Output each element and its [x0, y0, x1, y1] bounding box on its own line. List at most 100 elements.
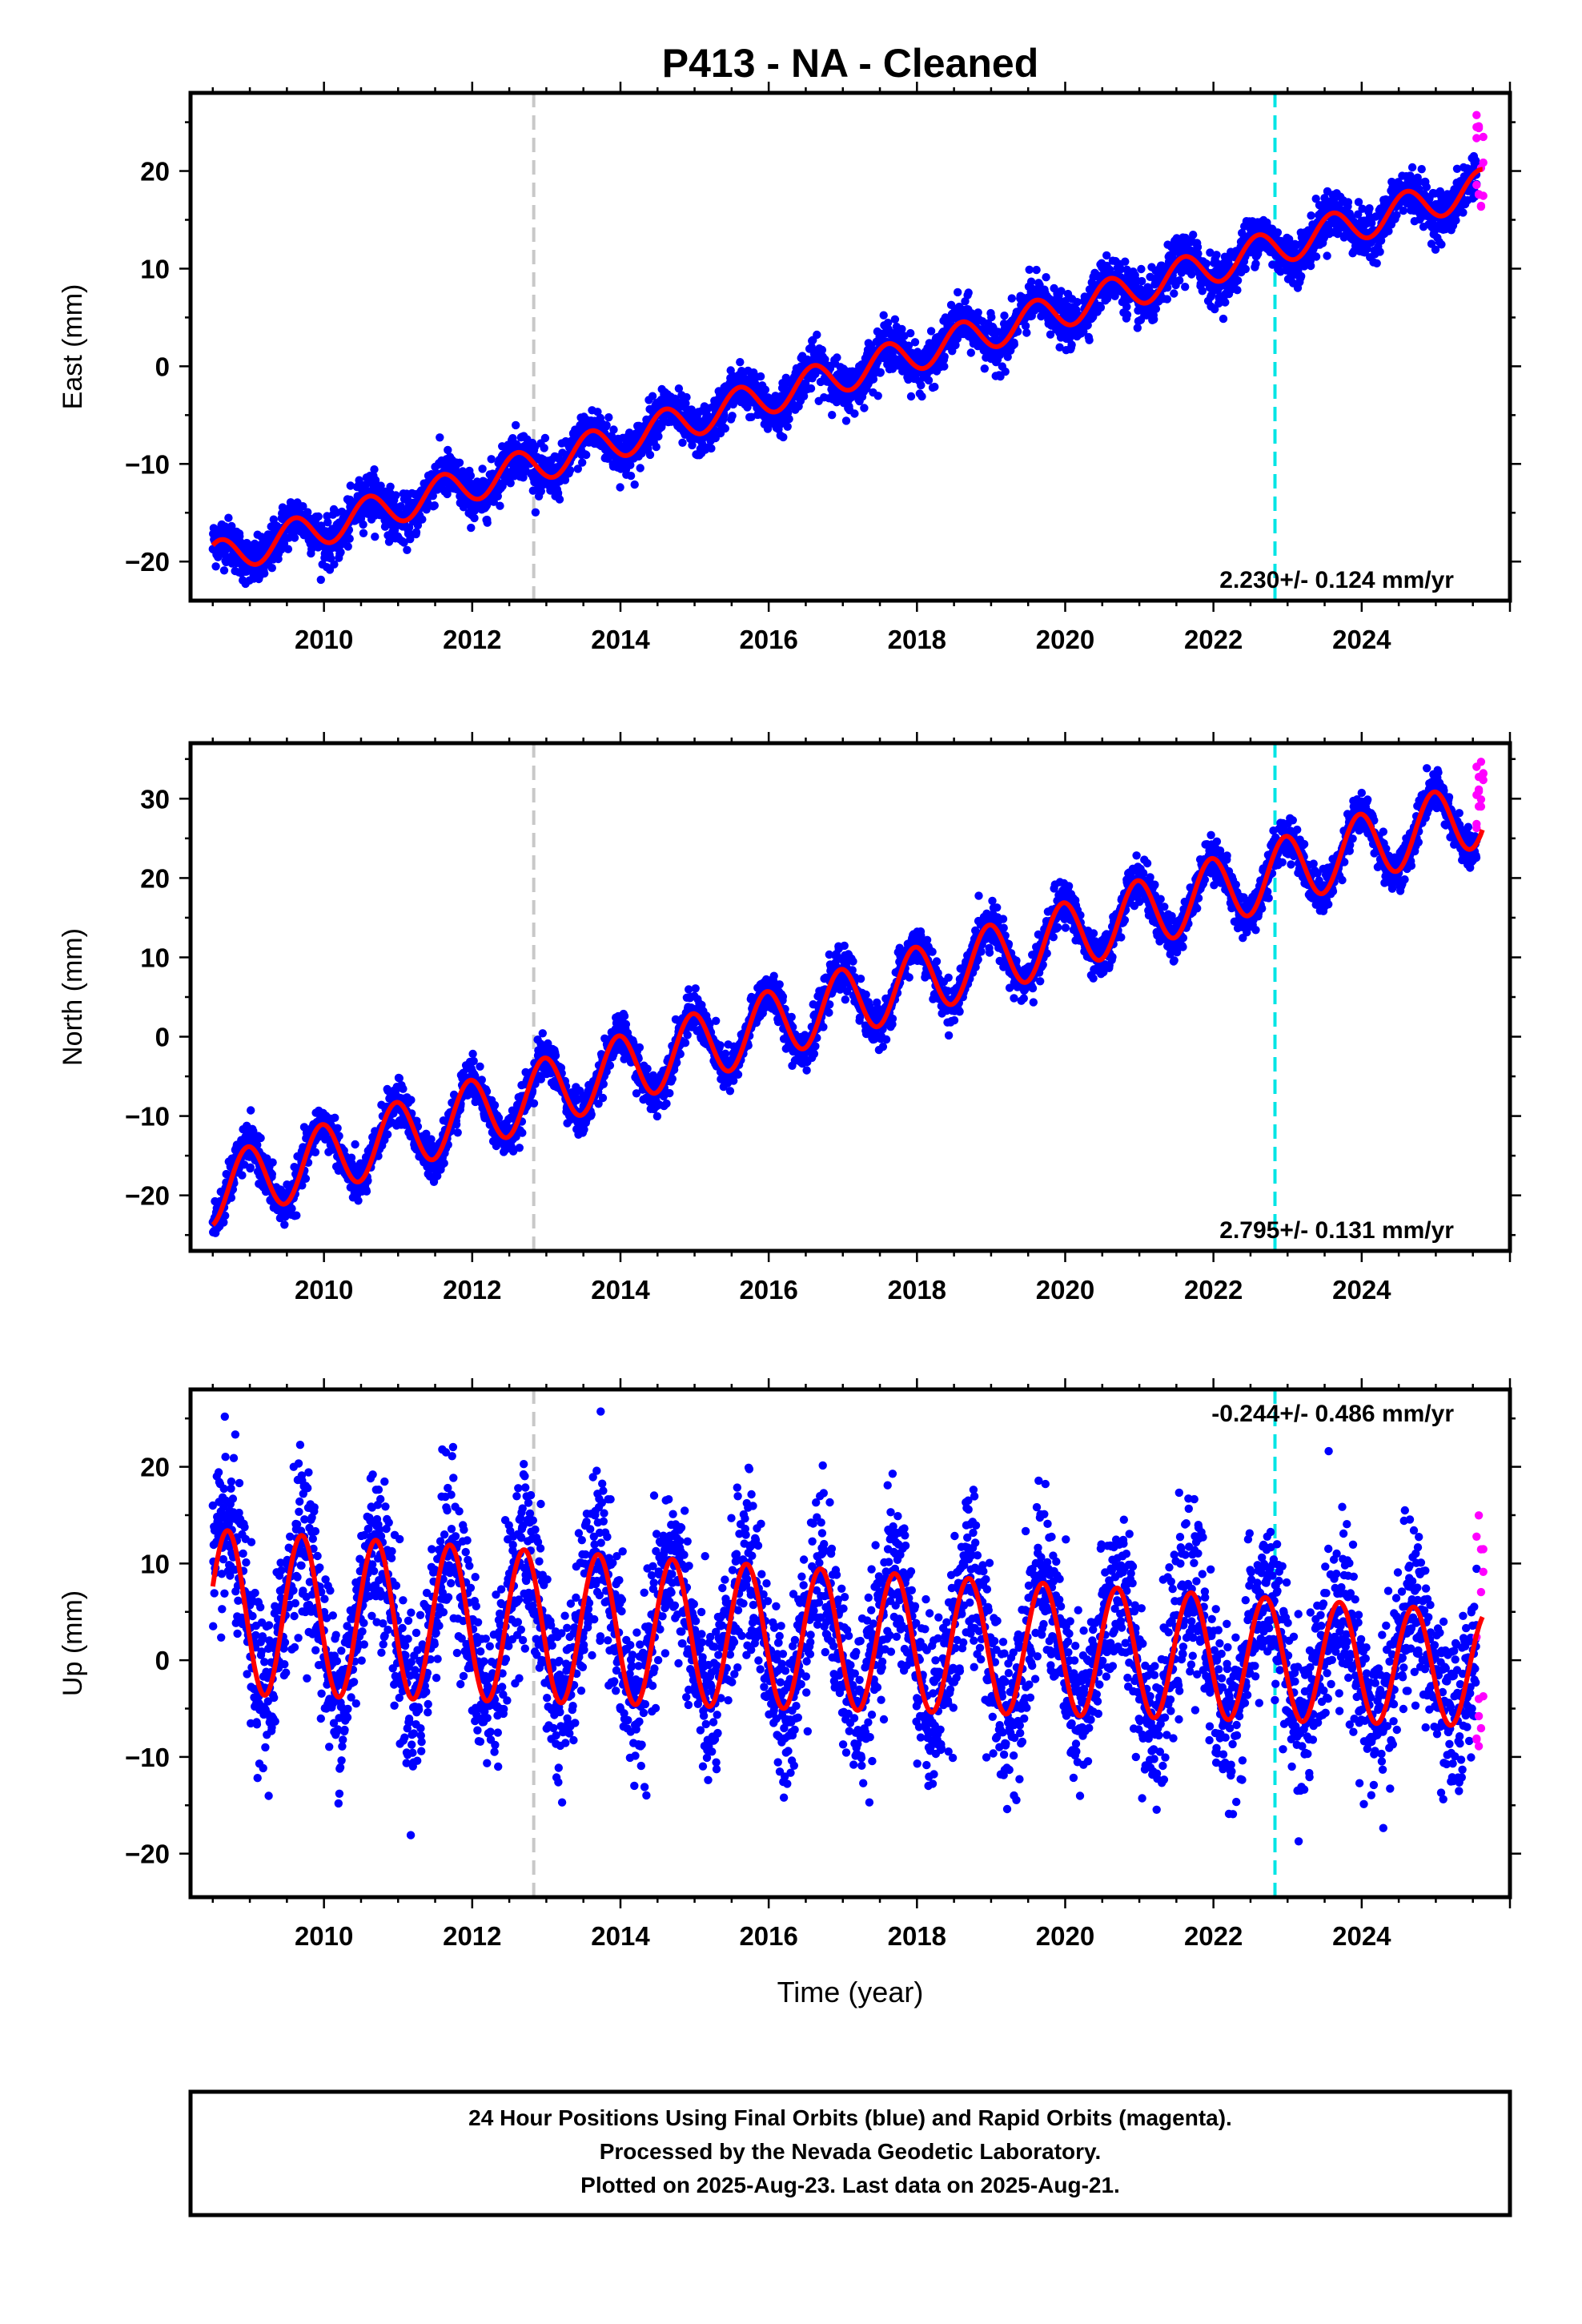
rapid-orbit-point [1472, 134, 1481, 143]
final-orbit-point [940, 352, 949, 361]
final-orbit-point [227, 1193, 236, 1202]
final-orbit-point [578, 458, 587, 467]
final-orbit-point [512, 420, 520, 430]
final-orbit-point [850, 409, 859, 418]
final-orbit-point [1175, 276, 1184, 285]
final-orbit-point [376, 481, 385, 490]
final-orbit-point [370, 465, 379, 474]
final-orbit-point [1407, 163, 1417, 172]
final-orbit-point [443, 489, 452, 499]
final-orbit-point [407, 1096, 416, 1104]
final-orbit-point [1241, 264, 1251, 274]
final-orbit-point [828, 411, 837, 420]
final-orbit-point [1417, 165, 1426, 174]
final-orbit-point [799, 392, 809, 400]
final-orbit-point [1194, 249, 1203, 258]
x-tick-label: 2018 [888, 625, 946, 654]
final-orbit-point [1046, 330, 1055, 339]
final-orbit-point [813, 330, 821, 340]
final-orbit-point [1311, 252, 1321, 261]
final-orbit-point [343, 542, 352, 551]
x-tick-label: 2010 [295, 625, 353, 654]
final-orbit-point [540, 444, 548, 452]
final-orbit-point [222, 1169, 231, 1179]
panels: 2010 2012 2014 2016 2018 2020 2022 2024−20−1001… [58, 82, 1521, 1951]
final-orbit-point [1299, 262, 1309, 271]
final-orbit-point [395, 1074, 404, 1083]
final-orbit-point [253, 1140, 262, 1149]
final-orbit-point [483, 518, 492, 527]
y-tick-label: −10 [125, 449, 170, 479]
final-orbit-point [374, 1152, 383, 1160]
final-orbit-point [1162, 295, 1172, 304]
final-orbit-point [211, 562, 220, 571]
final-orbit-point [331, 1113, 339, 1123]
final-orbit-point [1010, 340, 1019, 349]
final-orbit-point [247, 1106, 255, 1115]
final-orbit-point [1003, 352, 1012, 361]
y-tick-label: 0 [155, 352, 170, 381]
final-orbit-point [540, 433, 550, 443]
final-orbit-point [560, 476, 570, 485]
final-orbit-point [1399, 206, 1408, 215]
final-orbit-point [1233, 276, 1243, 285]
rapid-orbit-point [1472, 111, 1481, 119]
final-orbit-point [1212, 251, 1221, 259]
final-orbit-point [383, 1130, 392, 1139]
panel-east: 2010 2012 2014 2016 2018 2020 2022 2024−20−1001… [58, 82, 1521, 654]
final-orbit-point [806, 384, 816, 393]
final-orbit-point [553, 489, 563, 497]
final-orbit-point [1133, 324, 1142, 332]
final-orbit-point [345, 534, 354, 543]
final-orbit-point [404, 523, 414, 532]
final-orbit-point [353, 492, 362, 501]
final-orbit-point [890, 315, 900, 324]
final-orbit-point [1431, 245, 1440, 254]
final-orbit-point [555, 495, 564, 504]
final-orbit-point [508, 434, 517, 443]
final-orbit-point [1193, 243, 1203, 251]
final-orbit-point [290, 533, 299, 542]
final-orbit-point [951, 340, 960, 350]
final-orbit-point [335, 1132, 343, 1140]
final-orbit-point [756, 372, 765, 381]
rapid-orbit-point [1479, 191, 1488, 200]
final-orbit-point [674, 384, 684, 393]
rapid-orbit-point [1479, 132, 1488, 142]
final-orbit-point [224, 513, 233, 522]
final-orbit-point [833, 353, 841, 362]
final-orbit-point [1042, 273, 1050, 282]
final-orbit-point [626, 472, 636, 480]
final-orbit-point [433, 1172, 442, 1180]
final-orbit-point [1055, 343, 1064, 352]
rapid-orbit-point [1474, 122, 1484, 131]
final-orbit-point [1151, 304, 1161, 313]
final-orbit-point [688, 440, 697, 450]
final-orbit-point [1187, 270, 1196, 279]
final-orbit-point [531, 508, 540, 517]
y-axis-label: East (mm) [58, 284, 88, 410]
final-orbit-point [736, 358, 745, 367]
final-orbit-point [1116, 265, 1126, 274]
final-orbit-point [359, 520, 367, 529]
final-orbit-point [966, 348, 976, 357]
final-orbit-point [604, 454, 612, 463]
final-orbit-point [1181, 283, 1190, 292]
final-orbit-point [359, 529, 368, 537]
final-orbit-point [351, 1140, 359, 1149]
final-orbit-point [1211, 304, 1219, 314]
final-orbit-point [428, 492, 437, 501]
final-orbit-point [636, 464, 644, 472]
final-orbit-point [336, 548, 345, 557]
final-orbit-point [267, 564, 276, 573]
final-orbit-point [873, 392, 882, 400]
final-orbit-point [371, 533, 379, 541]
final-orbit-point [1073, 298, 1082, 307]
plot-frame [188, 90, 1512, 603]
final-orbit-point [263, 1154, 271, 1163]
final-orbit-point [1273, 228, 1283, 237]
final-orbit-point [400, 538, 408, 547]
final-orbit-point [391, 491, 400, 500]
panel-north: 2010 2012 2014 2016 2018 2020 2022 2024−20−1001… [58, 732, 1521, 1305]
final-orbit-point [980, 364, 990, 373]
